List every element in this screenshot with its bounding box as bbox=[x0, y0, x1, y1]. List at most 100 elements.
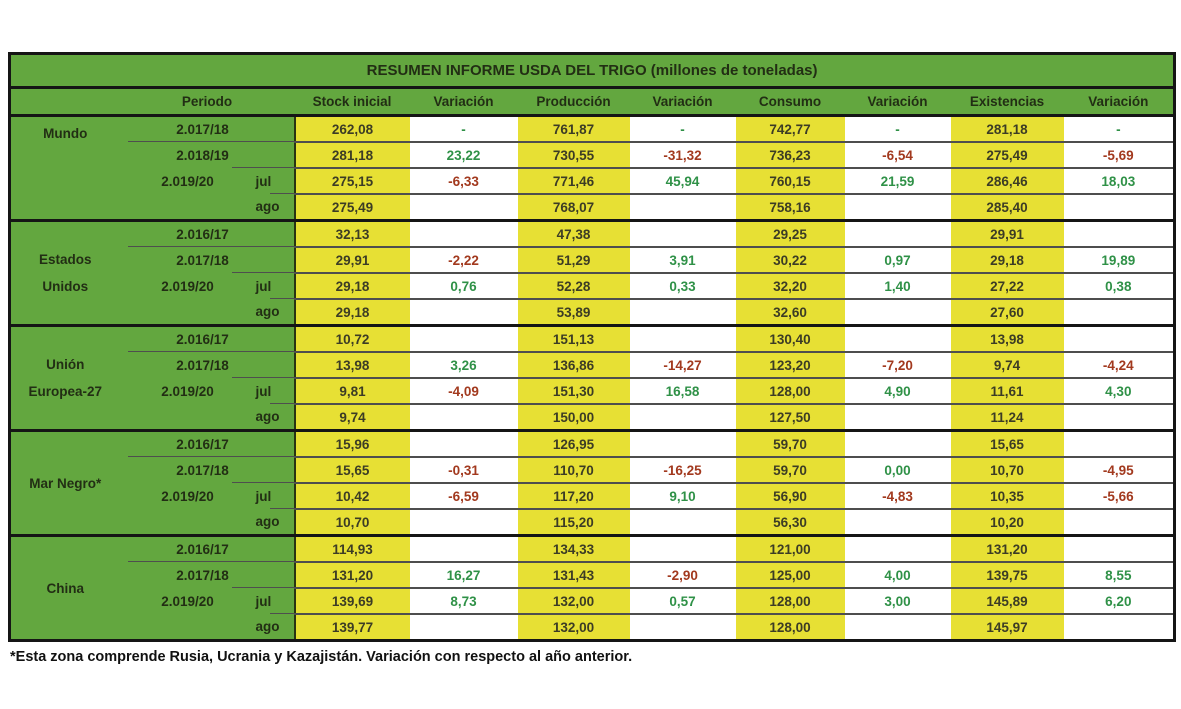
table-row: 2.018/19 281,18 23,22 730,55 -31,32 736,23 -6,… bbox=[10, 142, 1175, 169]
value-cell: 131,20 bbox=[950, 535, 1064, 563]
value-cell: 56,90 bbox=[735, 483, 845, 510]
table-row: Mar Negro* 2.016/17 15,96 126,95 59,70 15,65 bbox=[9, 430, 1175, 537]
value-cell: 56,30 bbox=[735, 509, 845, 537]
periodo-cell: 2.019/20 jul bbox=[119, 588, 295, 614]
footnote: *Esta zona comprende Rusia, Ucrania y Ka… bbox=[10, 649, 633, 665]
variation-cell: - bbox=[1063, 115, 1175, 143]
variation-cell bbox=[844, 325, 951, 353]
value-cell: 742,77 bbox=[735, 115, 845, 143]
region-label: Unión Europea-27 bbox=[9, 325, 120, 432]
variation-cell bbox=[1063, 220, 1175, 248]
periodo-cell: 2.019/20 jul bbox=[119, 483, 295, 509]
variation-cell: -6,54 bbox=[844, 142, 951, 169]
variation-cell: -4,24 bbox=[1063, 352, 1175, 379]
variation-cell: 45,94 bbox=[629, 168, 736, 195]
value-cell: 10,70 bbox=[950, 457, 1064, 484]
periodo-cell: ago bbox=[119, 614, 295, 642]
value-cell: 110,70 bbox=[517, 457, 630, 484]
variation-cell bbox=[409, 194, 518, 222]
variation-cell bbox=[844, 509, 951, 537]
value-cell: 121,00 bbox=[735, 535, 845, 563]
value-cell: 151,30 bbox=[517, 378, 630, 405]
variation-cell: 19,89 bbox=[1063, 247, 1175, 274]
value-cell: 9,74 bbox=[950, 352, 1064, 379]
column-header-variacion-1: Variación bbox=[409, 87, 518, 117]
variation-cell bbox=[844, 404, 951, 432]
column-header-region-empty bbox=[9, 87, 120, 117]
variation-cell: -2,22 bbox=[409, 247, 518, 274]
periodo-cell: 2.016/17 bbox=[119, 430, 295, 457]
value-cell: 126,95 bbox=[517, 430, 630, 458]
value-cell: 9,81 bbox=[293, 378, 410, 405]
variation-cell: 0,57 bbox=[629, 588, 736, 615]
variation-cell: -2,90 bbox=[629, 562, 736, 589]
variation-cell: -6,33 bbox=[409, 168, 518, 195]
value-cell: 730,55 bbox=[517, 142, 630, 169]
variation-cell bbox=[409, 299, 518, 327]
value-cell: 13,98 bbox=[950, 325, 1064, 353]
value-cell: 27,60 bbox=[950, 299, 1064, 327]
value-cell: 150,00 bbox=[517, 404, 630, 432]
value-cell: 128,00 bbox=[735, 588, 845, 615]
value-cell: 115,20 bbox=[517, 509, 630, 537]
value-cell: 10,72 bbox=[293, 325, 410, 353]
value-cell: 30,22 bbox=[735, 247, 845, 274]
value-cell: 114,93 bbox=[293, 535, 410, 563]
table-row: ago 29,18 53,89 32,60 27,60 bbox=[10, 299, 1175, 327]
value-cell: 132,00 bbox=[517, 588, 630, 615]
region-label: Estados Unidos bbox=[9, 220, 120, 327]
value-cell: 27,22 bbox=[950, 273, 1064, 300]
variation-cell: 16,58 bbox=[629, 378, 736, 405]
value-cell: 275,49 bbox=[950, 142, 1064, 169]
variation-cell bbox=[409, 325, 518, 353]
periodo-cell: 2.016/17 bbox=[119, 220, 295, 247]
region-label: China bbox=[9, 535, 120, 642]
variation-cell: - bbox=[629, 115, 736, 143]
variation-cell bbox=[629, 404, 736, 432]
variation-cell bbox=[629, 220, 736, 248]
variation-cell: -4,95 bbox=[1063, 457, 1175, 484]
value-cell: 771,46 bbox=[517, 168, 630, 195]
value-cell: 117,20 bbox=[517, 483, 630, 510]
table-row: 2.019/20 jul 29,18 0,76 52,28 0,33 32,20 1,40 27… bbox=[10, 273, 1175, 300]
value-cell: 151,13 bbox=[517, 325, 630, 353]
value-cell: 32,60 bbox=[735, 299, 845, 327]
variation-cell bbox=[844, 299, 951, 327]
title-row: RESUMEN INFORME USDA DEL TRIGO (millones… bbox=[9, 53, 1175, 89]
periodo-cell: ago bbox=[119, 509, 295, 537]
table-row: Unión Europea-27 2.016/17 10,72 151,13 130,4… bbox=[9, 325, 1175, 432]
table-row: 2.019/20 jul 10,42 -6,59 117,20 9,10 56,90 -4,8… bbox=[10, 483, 1175, 510]
periodo-cell: 2.019/20 jul bbox=[119, 273, 295, 299]
variation-cell bbox=[1063, 194, 1175, 222]
usda-wheat-table: RESUMEN INFORME USDA DEL TRIGO (millones… bbox=[8, 52, 1177, 642]
value-cell: 11,24 bbox=[950, 404, 1064, 432]
value-cell: 131,43 bbox=[517, 562, 630, 589]
variation-cell bbox=[629, 430, 736, 458]
value-cell: 128,00 bbox=[735, 378, 845, 405]
variation-cell: -31,32 bbox=[629, 142, 736, 169]
value-cell: 10,35 bbox=[950, 483, 1064, 510]
periodo-cell: 2.016/17 bbox=[119, 325, 295, 352]
value-cell: 29,18 bbox=[293, 299, 410, 327]
variation-cell bbox=[409, 220, 518, 248]
periodo-cell: 2.018/19 bbox=[119, 142, 295, 168]
value-cell: 768,07 bbox=[517, 194, 630, 222]
periodo-cell: 2.017/18 bbox=[119, 352, 295, 378]
table-row: ago 139,77 132,00 128,00 145,97 bbox=[10, 614, 1175, 642]
table-row: 2.019/20 jul 275,15 -6,33 771,46 45,94 760,15 2… bbox=[10, 168, 1175, 195]
table-row: 2.019/20 jul 9,81 -4,09 151,30 16,58 128,00 4,9… bbox=[10, 378, 1175, 405]
variation-cell: 9,10 bbox=[629, 483, 736, 510]
variation-cell: 16,27 bbox=[409, 562, 518, 589]
variation-cell bbox=[629, 535, 736, 563]
variation-cell: 4,00 bbox=[844, 562, 951, 589]
variation-cell bbox=[1063, 535, 1175, 563]
variation-cell bbox=[629, 509, 736, 537]
variation-cell: 8,73 bbox=[409, 588, 518, 615]
column-header-variacion-4: Variación bbox=[1063, 87, 1175, 117]
value-cell: 59,70 bbox=[735, 457, 845, 484]
column-header-variacion-3: Variación bbox=[844, 87, 951, 117]
value-cell: 128,00 bbox=[735, 614, 845, 642]
variation-cell: -4,83 bbox=[844, 483, 951, 510]
value-cell: 29,18 bbox=[950, 247, 1064, 274]
variation-cell: 23,22 bbox=[409, 142, 518, 169]
